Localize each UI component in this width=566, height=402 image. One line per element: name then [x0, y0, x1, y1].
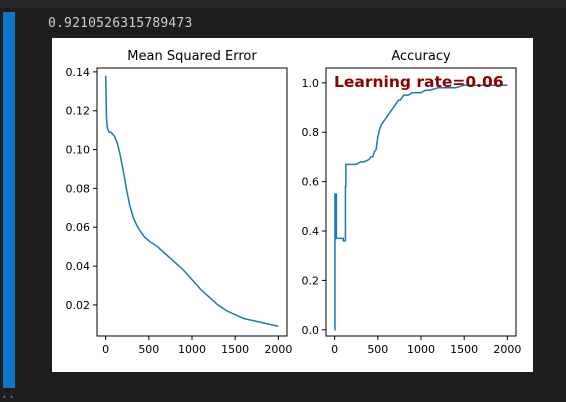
x-tick-label: 0	[102, 343, 109, 356]
x-tick-label: 500	[367, 343, 388, 356]
y-tick-label: 0.08	[66, 182, 91, 195]
figure-canvas: Mean Squared Error 0 500 1000 1500 20000.020…	[66, 49, 522, 356]
y-tick-label: 0.14	[66, 66, 91, 79]
x-tick-label: 2000	[264, 343, 292, 356]
x-tick-label: 2000	[493, 343, 521, 356]
x-tick-label: 1000	[407, 343, 435, 356]
matplotlib-figure: Mean Squared Error 0 500 1000 1500 2000 0.02 0…	[52, 38, 533, 372]
y-tick-label: 0.12	[66, 105, 91, 118]
learning-rate-annotation: Learning rate=0.06	[334, 73, 504, 91]
y-tick-label: 0.02	[66, 299, 91, 312]
y-tick-label: 1.0	[302, 77, 320, 90]
y-tick-label: 0.4	[302, 225, 320, 238]
x-tick-label: 1500	[450, 343, 478, 356]
mse-axes-frame	[96, 67, 288, 337]
y-tick-label: 0.2	[302, 274, 320, 287]
y-tick-label: 0.6	[302, 176, 320, 189]
y-tick-label: 0.8	[302, 126, 320, 139]
y-tick-label: 0.0	[302, 324, 320, 337]
y-tick-label: 0.10	[66, 144, 91, 157]
x-tick-label: 1000	[178, 343, 206, 356]
accuracy-axes-frame	[325, 67, 517, 337]
top-bar	[0, 0, 566, 8]
mse-ticks: 0 500 1000 1500 2000 0.02 0.04 0.06 0.08 0.10 0.12…	[66, 66, 293, 356]
mse-title: Mean Squared Error	[127, 49, 257, 64]
y-tick-label: 0.04	[66, 260, 91, 273]
subplot-accuracy: Accuracy 0 500 1000 1500 2000 0.0 0.2 0.4 0.6 0.8…	[302, 49, 522, 356]
x-tick-label: 0	[331, 343, 338, 356]
bottom-ellipsis-icon[interactable]: • •	[2, 393, 14, 402]
accuracy-title: Accuracy	[391, 49, 451, 64]
mse-line	[104, 75, 279, 328]
accuracy-ticks: 0 500 1000 1500 2000 0.0 0.2 0.4 0.6 0.8 1.0	[302, 77, 522, 356]
y-tick-label: 0.06	[66, 221, 91, 234]
subplot-mse: Mean Squared Error 0 500 1000 1500 20000.020…	[66, 49, 293, 356]
x-tick-label: 500	[138, 343, 159, 356]
cell-output-text: 0.9210526315789473	[48, 16, 193, 31]
cell-execution-indicator[interactable]	[3, 12, 15, 388]
accuracy-line	[334, 84, 508, 331]
x-tick-label: 1500	[221, 343, 249, 356]
